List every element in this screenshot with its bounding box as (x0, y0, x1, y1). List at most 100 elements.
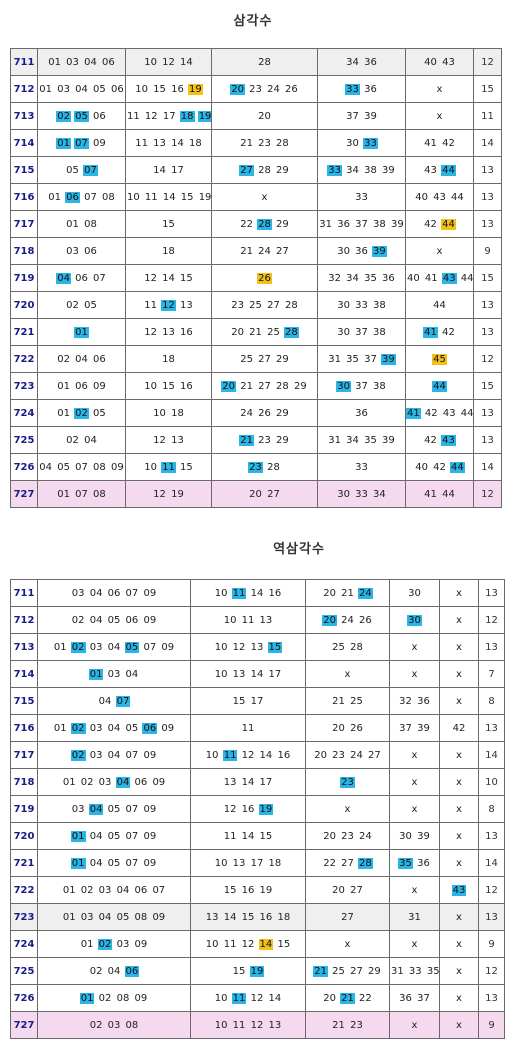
lotto-number: 01 (66, 218, 79, 230)
lotto-number: 04 (116, 884, 130, 896)
number-group-cell: 36 37 (389, 984, 440, 1012)
lotto-number: 37 (355, 218, 368, 230)
lotto-number: 39 (382, 164, 395, 176)
lotto-number: 06 (75, 380, 88, 392)
number-group-cell: x (439, 957, 479, 985)
lotto-number: 23 (248, 461, 263, 473)
number-group-cell: 11 (190, 714, 306, 742)
lotto-number: 09 (110, 461, 124, 473)
lotto-number: 19 (188, 83, 203, 95)
number-group-cell: 14 17 (125, 156, 212, 184)
lotto-number: 01 (39, 83, 53, 95)
number-group-cell: x (439, 579, 479, 607)
count-cell: 15 (473, 75, 502, 103)
lotto-number: 42 (442, 326, 455, 338)
lotto-number: 37 (364, 353, 377, 365)
number-group-cell: 11 13 14 18 (125, 129, 212, 157)
lotto-number: 21 (249, 326, 262, 338)
lotto-number: 10 (223, 614, 237, 626)
lotto-number: 02 (70, 749, 86, 761)
lotto-number: 21 (332, 1019, 345, 1031)
lotto-number: 35 (364, 434, 377, 446)
number-group-cell: 33 36 (317, 75, 406, 103)
lotto-number: 25 (332, 641, 345, 653)
number-group-cell: 13 14 15 16 18 (190, 903, 306, 931)
lotto-number: 38 (373, 326, 386, 338)
table-row: 715 04 07 15 17 21 25 32 36 x 8 (10, 687, 505, 715)
number-group-cell: 32 34 35 36 (317, 264, 406, 292)
number-group-cell: 11 14 15 (190, 822, 306, 850)
number-group-cell: 21 23 29 (211, 426, 318, 454)
lotto-number: 07 (125, 587, 139, 599)
number-group-cell: 15 19 (190, 957, 306, 985)
lotto-number: 33 (363, 137, 378, 149)
lotto-number: 41 (406, 407, 421, 419)
lotto-number: 26 (258, 407, 271, 419)
number-group-cell: 12 19 (125, 480, 212, 508)
lotto-number: 37 (346, 110, 359, 122)
lotto-number: 38 (373, 299, 386, 311)
number-group-cell: x (439, 1011, 479, 1039)
number-group-cell: 25 27 29 (211, 345, 318, 373)
lotto-number: 15 (277, 938, 291, 950)
triangular-numbers-title: 삼각수 (233, 14, 273, 29)
lotto-number: 07 (93, 272, 106, 284)
number-group-cell: 04 07 (37, 687, 191, 715)
lotto-number: 03 (71, 803, 85, 815)
lotto-number: 24 (267, 83, 280, 95)
lotto-number: 11 (144, 299, 157, 311)
number-group-cell: x (389, 795, 440, 823)
number-group-cell: x (439, 930, 479, 958)
lotto-number: 04 (89, 587, 103, 599)
number-group-cell: 20 26 (305, 714, 390, 742)
lotto-number: 28 (350, 641, 363, 653)
lotto-number: x (456, 587, 462, 599)
lotto-number: 09 (161, 722, 175, 734)
lotto-number: 26 (285, 83, 298, 95)
triangular-numbers-table: 711 01 03 04 06 10 12 14 28 34 36 40 43 12 712 0… (10, 48, 502, 508)
count-cell: 14 (478, 849, 505, 877)
count-cell: 14 (473, 129, 502, 157)
lotto-number: 14 (258, 938, 274, 950)
count-cell: 7 (478, 660, 505, 688)
number-group-cell: 32 36 (389, 687, 440, 715)
lotto-number: 15 (162, 380, 175, 392)
lotto-number: 18 (268, 857, 282, 869)
lotto-number: 25 (249, 299, 262, 311)
lotto-number: 37 (399, 722, 412, 734)
number-group-cell: 20 27 (211, 480, 318, 508)
lotto-number: 05 (107, 830, 121, 842)
number-group-cell: 33 (317, 453, 406, 481)
lotto-number: 08 (84, 218, 97, 230)
lotto-number: 03 (57, 83, 70, 95)
table-row: 717 01 08 15 22 28 29 31 36 37 38 39 42 44 13 (10, 210, 502, 238)
lotto-number: 32 (328, 272, 341, 284)
number-group-cell: 01 06 09 (37, 372, 126, 400)
lotto-number: 06 (75, 272, 88, 284)
lotto-number: 39 (372, 245, 387, 257)
number-group-cell: 15 (125, 210, 212, 238)
lotto-number: 28 (258, 56, 271, 68)
lotto-number: 07 (115, 695, 131, 707)
lotto-number: 38 (373, 380, 386, 392)
lotto-number: 41 (423, 326, 438, 338)
lotto-number: 30 (407, 614, 422, 626)
number-group-cell: 02 05 (37, 291, 126, 319)
lotto-number: 09 (93, 137, 106, 149)
count-cell: 12 (478, 606, 505, 634)
lotto-number: 16 (259, 911, 273, 923)
table-row: 723 01 03 04 05 08 09 13 14 15 16 18 27 31 x 1… (10, 903, 505, 931)
number-group-cell: 31 34 35 39 (317, 426, 406, 454)
lotto-number: 42 (424, 434, 437, 446)
number-group-cell: 10 11 12 14 15 (190, 930, 306, 958)
lotto-number: 27 (350, 965, 363, 977)
number-group-cell: 03 04 06 07 09 (37, 579, 191, 607)
lotto-number: 14 (180, 56, 193, 68)
lotto-number: 43 (442, 407, 456, 419)
table-row: 712 02 04 05 06 09 10 11 13 20 24 26 30 x 12 (10, 606, 505, 634)
table-row: 720 01 04 05 07 09 11 14 15 20 23 24 30 39 x 1… (10, 822, 505, 850)
lotto-number: 22 (240, 218, 253, 230)
round-number: 725 (10, 957, 38, 985)
lotto-number: 15 (241, 911, 255, 923)
lotto-number: 05 (107, 803, 121, 815)
